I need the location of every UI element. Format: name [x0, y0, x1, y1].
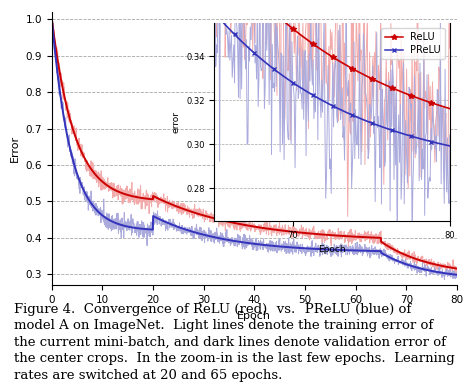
Legend: ReLU, PReLU: ReLU, PReLU: [381, 28, 445, 59]
Y-axis label: Error: Error: [10, 135, 20, 162]
Text: the current mini-batch, and dark lines denote validation error of: the current mini-batch, and dark lines d…: [14, 336, 446, 349]
Text: Figure 4.  Convergence of ReLU (red)   vs.   PReLU (blue) of: Figure 4. Convergence of ReLU (red) vs. …: [14, 303, 411, 316]
X-axis label: Epoch: Epoch: [318, 245, 346, 254]
Text: the center crops.  In the zoom-in is the last few epochs.  Learning: the center crops. In the zoom-in is the …: [14, 352, 455, 365]
X-axis label: Epoch: Epoch: [237, 311, 271, 321]
Text: rates are switched at 20 and 65 epochs.: rates are switched at 20 and 65 epochs.: [14, 369, 283, 382]
Y-axis label: error: error: [171, 111, 180, 133]
Text: model A on ImageNet.  Light lines denote the training error of: model A on ImageNet. Light lines denote …: [14, 319, 433, 332]
